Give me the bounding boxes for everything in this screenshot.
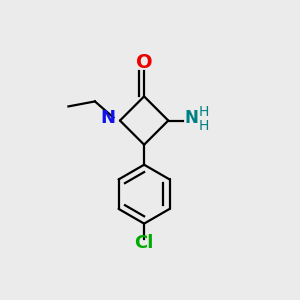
Text: O: O: [136, 53, 152, 72]
Text: H: H: [198, 119, 209, 133]
Text: Cl: Cl: [134, 234, 154, 252]
Text: N: N: [184, 109, 198, 127]
Text: N: N: [101, 109, 116, 127]
Text: H: H: [198, 105, 209, 119]
